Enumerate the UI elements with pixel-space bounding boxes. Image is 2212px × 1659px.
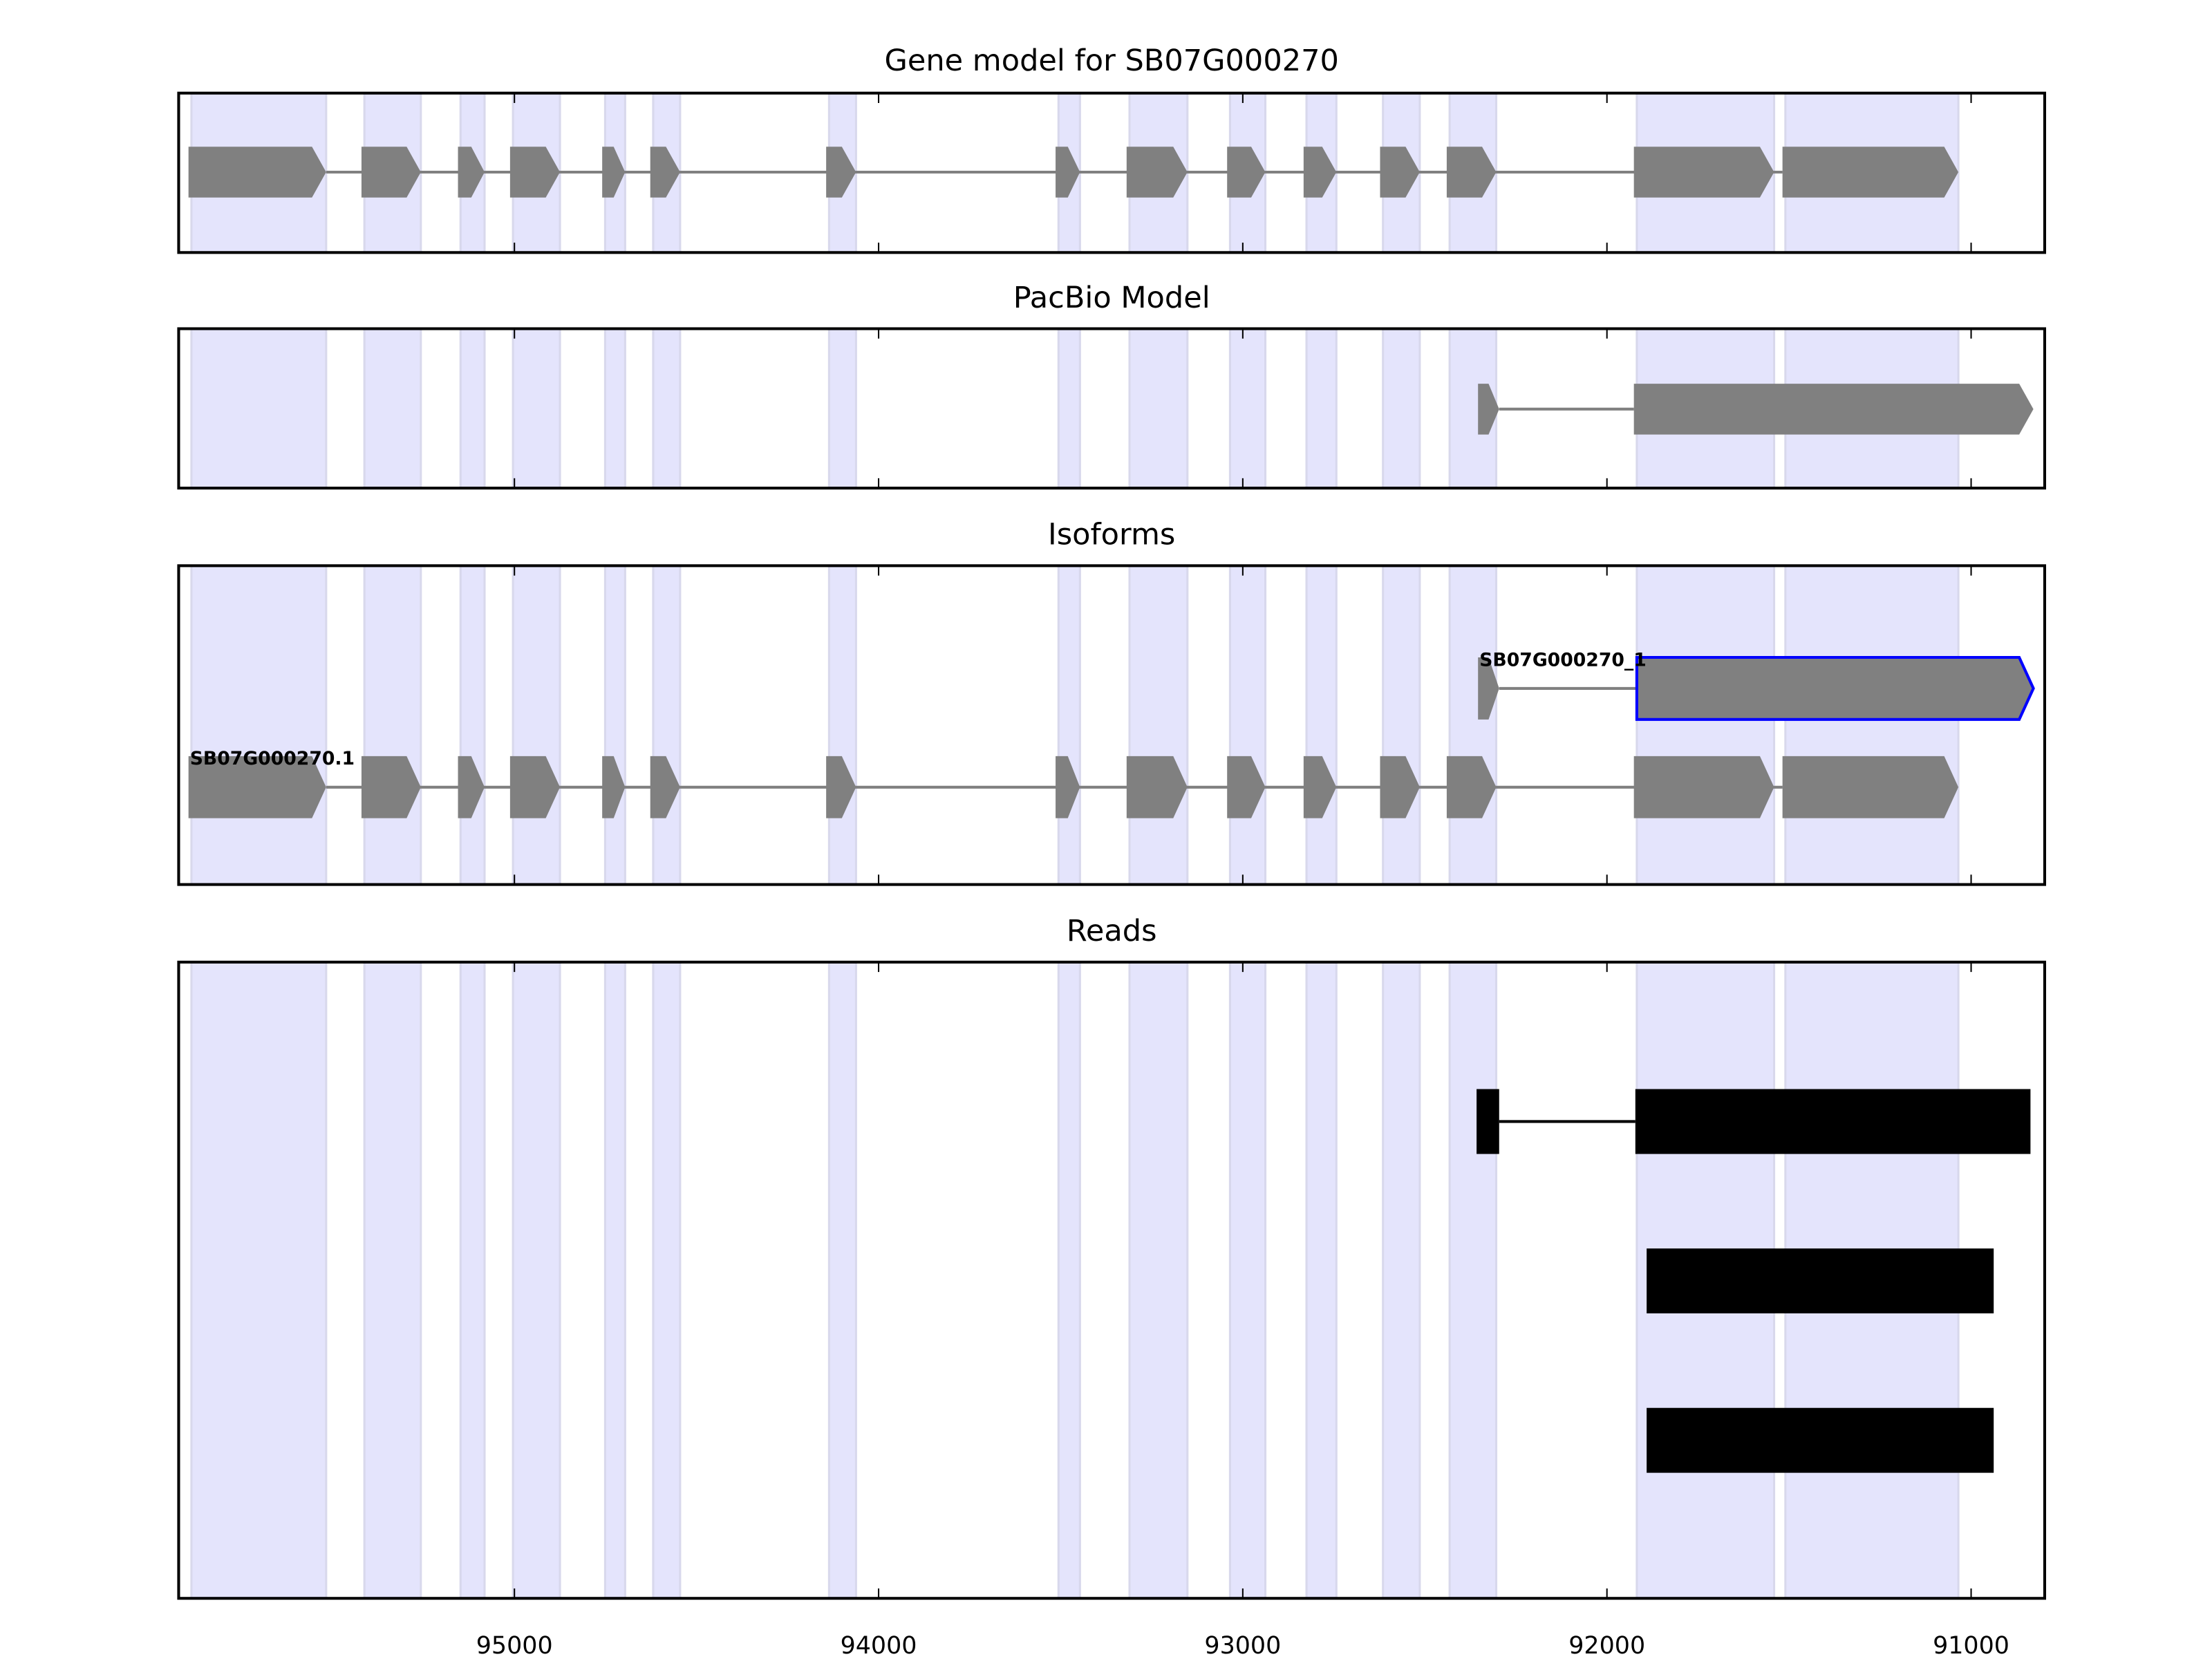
exon-arrow [458, 756, 485, 818]
exon-region-shade [652, 961, 682, 1600]
exon-arrow [1303, 756, 1337, 818]
exon-region-shade [363, 327, 422, 489]
exon-region-shade [652, 564, 682, 886]
x-tick-label: 91000 [1933, 1632, 2009, 1659]
read-block [1647, 1248, 1994, 1313]
panel-frame [177, 564, 2046, 886]
panel-title: Reads [1067, 914, 1157, 948]
isoform-label: SB07G000270.1 [190, 748, 355, 769]
exon-region-shade [1448, 564, 1498, 886]
exon-arrow [1446, 756, 1497, 818]
read-block [1647, 1407, 1994, 1473]
exon-region-shade [827, 564, 857, 886]
exon-region-shade [1448, 961, 1498, 1600]
x-tick-label: 95000 [476, 1632, 553, 1659]
exon-arrow [1633, 384, 2034, 435]
exon-region-shade [190, 961, 328, 1600]
exon-arrow [361, 147, 421, 198]
exon-arrow [1227, 756, 1266, 818]
exon-region-shade [1057, 564, 1081, 886]
exon-region-shade [1228, 564, 1267, 886]
exon-arrow [509, 756, 561, 818]
exon-arrow [1227, 147, 1266, 198]
exon-arrow [602, 147, 626, 198]
exon-arrow [1782, 756, 1959, 818]
exon-arrow [1633, 147, 1774, 198]
exon-region-shade [190, 327, 328, 489]
exon-region-shade [1128, 564, 1189, 886]
exon-arrow [1633, 756, 1774, 818]
panel-frame [177, 91, 2046, 254]
exon-arrow [826, 147, 856, 198]
exon-arrow [650, 147, 680, 198]
exon-region-shade [1057, 961, 1081, 1600]
exon-arrow [1056, 756, 1080, 818]
exon-arrow [650, 756, 680, 818]
exon-region-shade [1305, 564, 1338, 886]
panel-title: Gene model for SB07G000270 [884, 44, 1338, 78]
exon-region-shade [363, 961, 422, 1600]
exon-arrow [458, 147, 485, 198]
exon-arrow [1478, 384, 1499, 435]
x-tick-label: 93000 [1204, 1632, 1281, 1659]
exon-arrow [1782, 147, 1959, 198]
exon-region-shade [1382, 961, 1421, 1600]
exon-region-shade [652, 327, 682, 489]
exon-arrow [1380, 147, 1420, 198]
exon-arrow [1126, 147, 1188, 198]
exon-arrow [1380, 756, 1420, 818]
exon-arrow [826, 756, 856, 818]
exon-region-shade [603, 961, 626, 1600]
panel-title: Isoforms [1048, 518, 1175, 552]
exon-arrow [509, 147, 561, 198]
exon-arrow [1635, 655, 2035, 721]
exon-region-shade [1305, 961, 1338, 1600]
exon-region-shade [603, 564, 626, 886]
exon-region-shade [1128, 327, 1189, 489]
exon-region-shade [512, 564, 561, 886]
exon-arrow [1303, 147, 1337, 198]
x-tick-label: 94000 [841, 1632, 917, 1659]
panel-0: Gene model for SB07G000270 [177, 44, 2046, 254]
exon-region-shade [459, 961, 486, 1600]
panel-1: PacBio Model [177, 281, 2046, 490]
exon-region-shade [512, 327, 561, 489]
panel-frame [177, 327, 2046, 490]
exon-arrow [188, 147, 326, 198]
panel-title: PacBio Model [1013, 281, 1210, 315]
exon-region-shade [603, 327, 626, 489]
exon-region-shade [1128, 961, 1189, 1600]
exon-region-shade [1305, 327, 1338, 489]
read-block [1635, 1089, 2031, 1154]
exon-region-shade [1228, 961, 1267, 1600]
exon-region-shade [1784, 564, 1960, 886]
exon-region-shade [459, 564, 486, 886]
panel-frame [177, 960, 2046, 1600]
exon-region-shade [1635, 564, 1776, 886]
exon-region-shade [827, 327, 857, 489]
exon-arrow [1478, 657, 1499, 720]
exon-region-shade [827, 961, 857, 1600]
exon-arrow [1126, 756, 1188, 818]
exon-region-shade [1382, 564, 1421, 886]
exon-region-shade [363, 564, 422, 886]
exon-region-shade [459, 327, 486, 489]
read-block [1477, 1089, 1499, 1154]
exon-arrow [361, 756, 421, 818]
exon-arrow [1056, 147, 1080, 198]
isoform-label: SB07G000270_1 [1479, 649, 1647, 671]
exon-region-shade [190, 564, 328, 886]
exon-region-shade [1057, 327, 1081, 489]
exon-region-shade [1228, 327, 1267, 489]
x-tick-label: 92000 [1568, 1632, 1645, 1659]
panel-3: Reads [177, 914, 2046, 1600]
exon-arrow [602, 756, 626, 818]
exon-region-shade [1382, 327, 1421, 489]
panel-2: Isoforms SB07G000270_1 SB07G000270.1 [177, 518, 2046, 886]
exon-arrow [188, 756, 326, 818]
exon-region-shade [512, 961, 561, 1600]
exon-arrow [1446, 147, 1497, 198]
